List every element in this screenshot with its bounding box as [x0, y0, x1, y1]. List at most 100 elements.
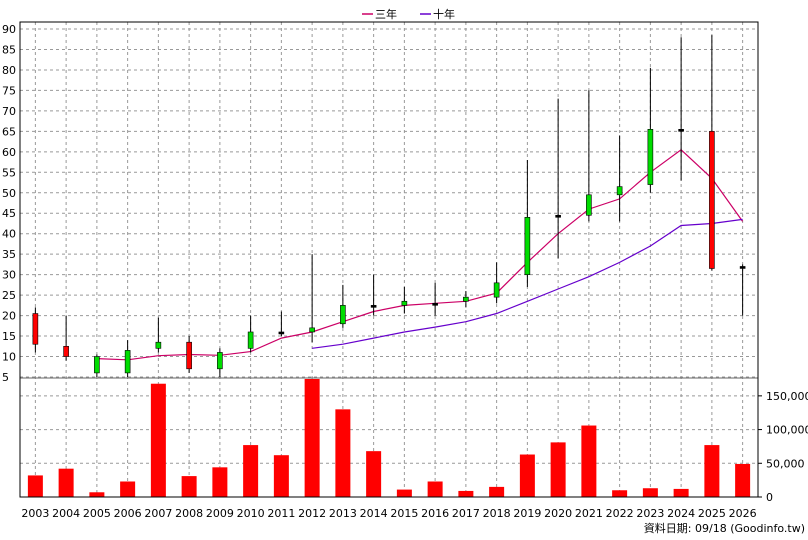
year-tick-label: 2022 [606, 507, 634, 520]
year-tick-label: 2024 [667, 507, 695, 520]
volume-tick-label: 50,000 [766, 457, 805, 470]
volume-bar-2005 [89, 492, 105, 497]
moving-average-lines [96, 149, 744, 361]
price-tick-label: 35 [2, 248, 16, 261]
price-tick-label: 80 [2, 64, 16, 77]
price-tick-label: 50 [2, 187, 16, 200]
volume-bar-2013 [335, 409, 351, 497]
price-tick-label: 45 [2, 207, 16, 220]
volume-tick-label: 0 [766, 491, 773, 504]
volume-bars [27, 379, 751, 497]
volume-bar-2017 [458, 490, 474, 497]
volume-bar-2022 [612, 490, 628, 497]
volume-bar-2007 [150, 383, 166, 497]
candle-body-2022 [616, 186, 623, 196]
plot-border [19, 21, 759, 498]
volume-bar-2025 [704, 445, 720, 497]
volume-bar-2004 [58, 468, 74, 497]
price-tick-label: 30 [2, 269, 16, 282]
candle-body-2006 [124, 350, 131, 374]
year-tick-label: 2012 [298, 507, 326, 520]
candle-body-2020 [555, 214, 561, 218]
price-tick-label: 20 [2, 310, 16, 323]
price-tick-label: 75 [2, 84, 16, 97]
candle-body-2024 [678, 129, 684, 132]
year-tick-label: 2007 [144, 507, 172, 520]
year-tick-label: 2008 [175, 507, 203, 520]
volume-bar-2024 [673, 488, 689, 497]
candle-body-2008 [186, 341, 192, 370]
price-tick-label: 90 [2, 23, 16, 36]
candle-body-2023 [647, 129, 654, 185]
price-tick-label: 10 [2, 351, 16, 364]
candle-body-2007 [155, 341, 162, 349]
price-tick-label: 55 [2, 166, 16, 179]
candle-body-2005 [94, 356, 100, 374]
year-tick-label: 2013 [329, 507, 357, 520]
year-axis-ticks: 2003 2004 2005 2006 2007 2008 2009 2010 2011 2012… [21, 507, 756, 520]
candle-body-2011 [278, 331, 285, 335]
year-tick-label: 2026 [729, 507, 757, 520]
candle-body-2012 [309, 327, 315, 333]
year-tick-label: 2018 [483, 507, 511, 520]
candle-body-2026 [739, 266, 746, 269]
year-tick-label: 2019 [513, 507, 541, 520]
candle-body-2021 [586, 194, 592, 216]
year-tick-label: 2015 [390, 507, 418, 520]
chart-legend: 三年 十年 [362, 7, 455, 21]
candle-body-2015 [401, 300, 408, 306]
candlesticks [32, 35, 746, 377]
candle-body-2004 [63, 345, 69, 357]
volume-bar-2014 [366, 451, 382, 497]
grid-lines [20, 22, 758, 497]
price-tick-label: 25 [2, 289, 16, 302]
year-tick-label: 2006 [114, 507, 142, 520]
volume-bar-2020 [550, 442, 566, 497]
volume-bar-2003 [27, 475, 43, 497]
volume-bar-2006 [120, 481, 136, 497]
volume-tick-label: 150,000 [766, 390, 808, 403]
volume-bar-2021 [581, 425, 597, 497]
volume-bar-2018 [489, 486, 505, 497]
candle-body-2010 [247, 331, 254, 349]
price-tick-label: 70 [2, 105, 16, 118]
ma3-line [96, 149, 744, 361]
year-tick-label: 2005 [83, 507, 111, 520]
volume-bar-2010 [243, 445, 259, 497]
volume-bar-2012 [304, 379, 320, 497]
candle-body-2014 [370, 305, 377, 308]
year-tick-label: 2014 [360, 507, 388, 520]
year-tick-label: 2025 [698, 507, 726, 520]
price-tick-label: 65 [2, 125, 16, 138]
candle-body-2017 [463, 296, 469, 302]
volume-axis-ticks: 0 50,000 100,000 150,000 [758, 390, 808, 504]
price-tick-label: 15 [2, 330, 16, 343]
volume-bar-2011 [273, 455, 289, 497]
year-tick-label: 2010 [237, 507, 265, 520]
year-tick-label: 2004 [52, 507, 80, 520]
volume-bar-2015 [396, 489, 412, 497]
volume-bar-2023 [642, 488, 658, 497]
candle-body-2016 [432, 303, 438, 306]
year-tick-label: 2021 [575, 507, 603, 520]
volume-bar-2019 [519, 454, 535, 497]
candle-body-2019 [524, 217, 531, 275]
price-tick-label: 40 [2, 228, 16, 241]
year-tick-label: 2020 [544, 507, 572, 520]
year-tick-label: 2009 [206, 507, 234, 520]
year-tick-label: 2003 [21, 507, 49, 520]
year-tick-label: 2017 [452, 507, 480, 520]
source-footer: 資料日期: 09/18 (Goodinfo.tw) [644, 521, 805, 535]
candle-body-2013 [340, 305, 346, 325]
candle-body-2018 [493, 282, 500, 298]
plot-frame [19, 21, 759, 498]
volume-tick-label: 100,000 [766, 424, 808, 437]
ma10-line [312, 218, 743, 349]
volume-bar-2016 [427, 481, 443, 497]
price-tick-label: 60 [2, 146, 16, 159]
year-tick-label: 2023 [636, 507, 664, 520]
volume-bar-2009 [212, 467, 228, 497]
price-tick-label: 5 [2, 371, 9, 384]
price-tick-label: 85 [2, 43, 16, 56]
